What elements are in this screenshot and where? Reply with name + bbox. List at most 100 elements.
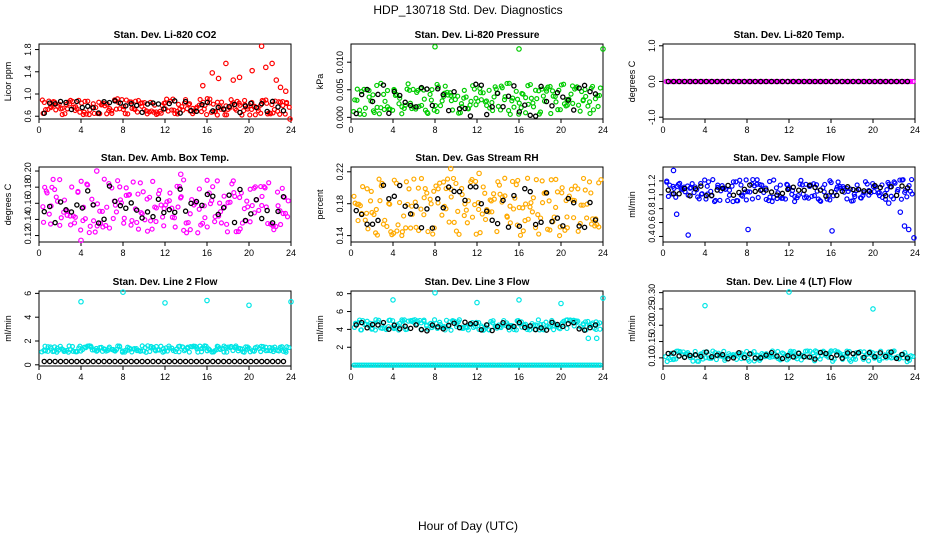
- hourly-point: [747, 351, 753, 357]
- data-point: [160, 346, 166, 352]
- data-point: [40, 219, 47, 225]
- hourly-point: [123, 205, 129, 212]
- hourly-point: [117, 202, 124, 209]
- data-point: [356, 107, 363, 113]
- hourly-point: [380, 319, 387, 326]
- data-point: [539, 200, 546, 206]
- x-tick-label: 12: [472, 372, 482, 382]
- data-point: [509, 178, 516, 185]
- hourly-point: [828, 354, 835, 361]
- data-point: [421, 212, 427, 218]
- data-point: [453, 180, 459, 187]
- hourly-point: [177, 186, 183, 192]
- data-point: [777, 182, 783, 188]
- x-tick-label: 0: [36, 372, 41, 382]
- data-point: [520, 205, 526, 211]
- data-point: [507, 220, 513, 226]
- data-point: [212, 218, 218, 225]
- hourly-point: [806, 78, 813, 85]
- hourly-point: [511, 192, 517, 199]
- data-point: [284, 214, 291, 220]
- hourly-point: [128, 101, 134, 107]
- hourly-point: [101, 358, 107, 365]
- data-point: [482, 216, 489, 223]
- data-point: [82, 98, 88, 104]
- data-point: [174, 183, 180, 189]
- hourly-point: [763, 78, 769, 85]
- hourly-point: [402, 99, 408, 106]
- data-point: [465, 327, 471, 333]
- y-tick-label: 4: [335, 327, 345, 332]
- hourly-point: [795, 187, 802, 193]
- hourly-point: [117, 358, 124, 365]
- y-tick-label: 0.14: [23, 211, 33, 229]
- data-point: [121, 220, 127, 226]
- y-tick-label: 0.010: [335, 51, 345, 74]
- hourly-point: [812, 78, 818, 85]
- data-point: [453, 228, 460, 234]
- panel-title: Stan. Dev. Sample Flow: [733, 153, 845, 164]
- data-point: [795, 192, 801, 199]
- data-point: [754, 177, 760, 183]
- data-point: [77, 343, 83, 349]
- outlier-point: [670, 167, 677, 174]
- data-point: [671, 356, 677, 362]
- hourly-point: [817, 187, 824, 193]
- data-point: [413, 106, 419, 112]
- data-point: [221, 204, 228, 210]
- data-point: [749, 196, 756, 202]
- data-point: [586, 99, 593, 105]
- hourly-point: [248, 100, 254, 107]
- outlier-point: [516, 46, 522, 52]
- data-point: [483, 98, 490, 104]
- data-point: [428, 201, 434, 207]
- data-point: [742, 189, 748, 195]
- data-point: [520, 228, 526, 234]
- data-point: [739, 193, 746, 199]
- data-points: [40, 168, 291, 244]
- data-point: [197, 96, 203, 103]
- hourly-point: [242, 358, 249, 365]
- data-point: [510, 95, 516, 101]
- data-point: [137, 348, 144, 354]
- data-point: [511, 104, 517, 110]
- data-point: [59, 111, 65, 118]
- data-point: [539, 178, 545, 184]
- hourly-point: [861, 354, 867, 361]
- hourly-point: [719, 185, 726, 192]
- x-tick-label: 20: [244, 125, 254, 135]
- x-tick-label: 4: [390, 248, 395, 258]
- y-tick-label: 0.18: [335, 195, 345, 213]
- hourly-point: [112, 98, 118, 104]
- y-tick-label: 1.8: [23, 43, 33, 56]
- hourly-point: [757, 187, 764, 193]
- outlier-point: [78, 237, 84, 244]
- data-point: [743, 177, 749, 183]
- data-point: [865, 358, 872, 364]
- hourly-point: [402, 323, 408, 329]
- data-point: [480, 184, 486, 190]
- hourly-point: [714, 78, 720, 85]
- hourly-point: [144, 101, 151, 107]
- hourly-point: [90, 105, 96, 111]
- hourly-point: [790, 354, 797, 360]
- y-tick-label: -1.0: [647, 109, 657, 125]
- hourly-point: [84, 188, 91, 194]
- data-point: [496, 182, 503, 188]
- outlier-point: [287, 116, 293, 122]
- data-point: [223, 112, 230, 118]
- hourly-point: [123, 358, 129, 365]
- hourly-point: [581, 82, 588, 89]
- x-tick-label: 16: [514, 248, 524, 258]
- x-tick-label: 24: [598, 372, 608, 382]
- data-point: [556, 232, 563, 239]
- data-point: [72, 214, 78, 220]
- hourly-point: [139, 109, 145, 116]
- data-point: [750, 176, 756, 183]
- hourly-point: [850, 186, 856, 193]
- hourly-point: [817, 78, 824, 85]
- hourly-point: [74, 98, 80, 105]
- data-point: [42, 348, 49, 354]
- hourly-point: [741, 78, 748, 85]
- hourly-point: [676, 353, 682, 359]
